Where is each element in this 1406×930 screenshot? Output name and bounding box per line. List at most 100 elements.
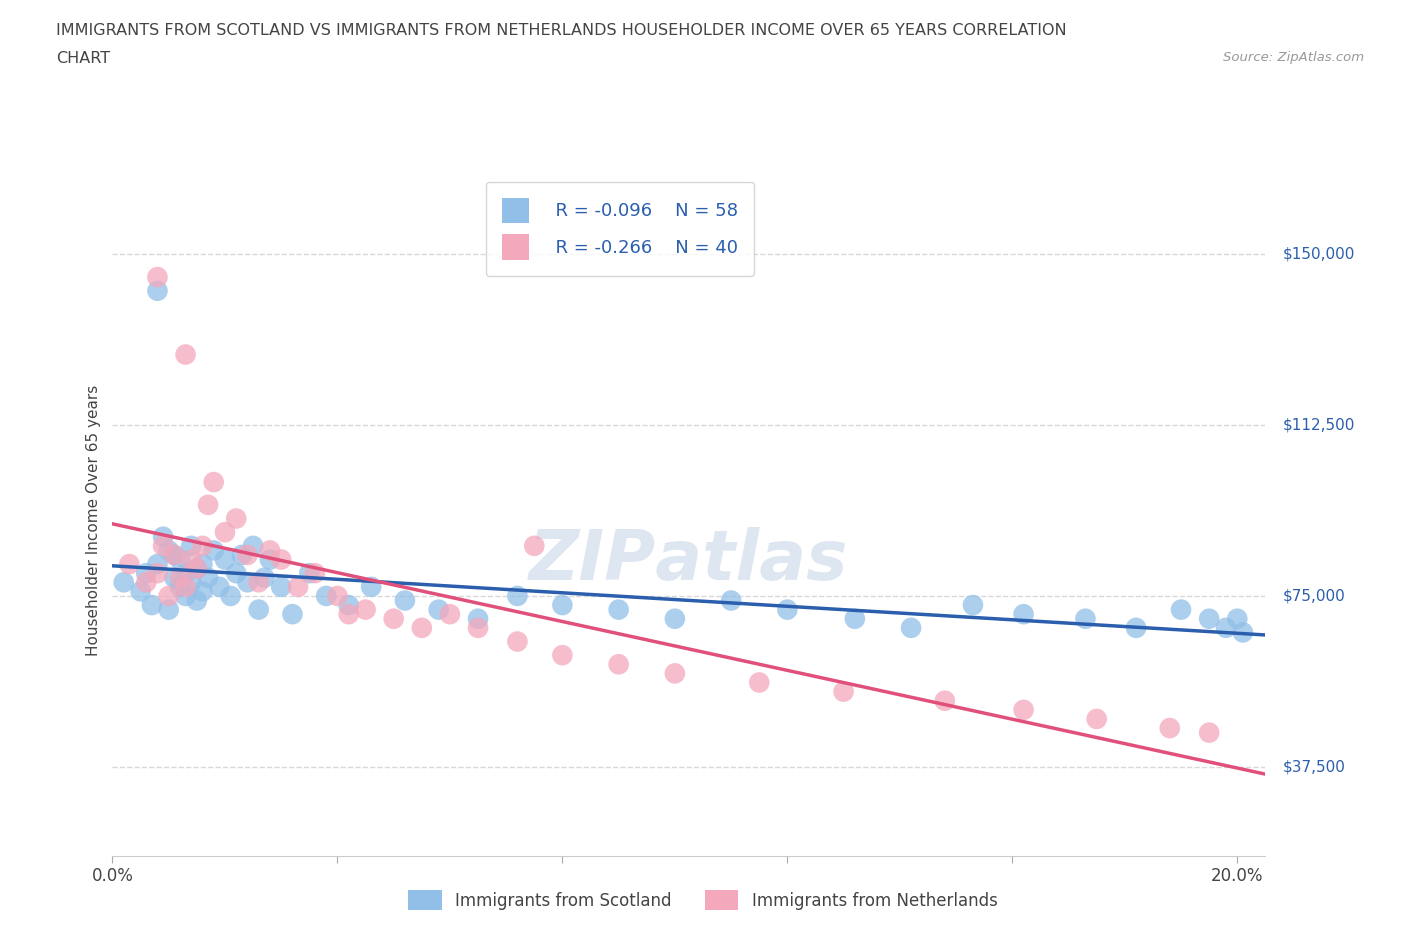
- Point: [337, 598, 360, 613]
- Point: [214, 525, 236, 539]
- Point: [607, 657, 630, 671]
- Point: [225, 512, 247, 526]
- Point: [163, 548, 186, 563]
- Point: [191, 538, 214, 553]
- Point: [141, 598, 163, 613]
- Point: [506, 589, 529, 604]
- Y-axis label: Householder Income Over 65 years: Householder Income Over 65 years: [86, 385, 101, 657]
- Point: [439, 606, 461, 621]
- Point: [112, 575, 135, 590]
- Point: [146, 284, 169, 299]
- Point: [180, 552, 202, 567]
- Point: [270, 579, 292, 594]
- Point: [1012, 606, 1035, 621]
- Point: [174, 565, 197, 580]
- Point: [832, 684, 855, 699]
- Text: $75,000: $75,000: [1282, 589, 1346, 604]
- Point: [1074, 611, 1097, 626]
- Point: [720, 593, 742, 608]
- Point: [551, 647, 574, 662]
- Point: [1198, 611, 1220, 626]
- Point: [152, 529, 174, 544]
- Point: [270, 552, 292, 567]
- Point: [748, 675, 770, 690]
- Point: [225, 565, 247, 580]
- Point: [146, 557, 169, 572]
- Point: [467, 620, 489, 635]
- Point: [382, 611, 405, 626]
- Text: IMMIGRANTS FROM SCOTLAND VS IMMIGRANTS FROM NETHERLANDS HOUSEHOLDER INCOME OVER : IMMIGRANTS FROM SCOTLAND VS IMMIGRANTS F…: [56, 23, 1067, 38]
- Point: [186, 561, 208, 576]
- Point: [523, 538, 546, 553]
- Point: [157, 543, 180, 558]
- Point: [202, 474, 225, 489]
- Text: ZIP​atlas: ZIP​atlas: [529, 527, 849, 594]
- Point: [900, 620, 922, 635]
- Point: [118, 557, 141, 572]
- Point: [191, 557, 214, 572]
- Point: [551, 598, 574, 613]
- Point: [411, 620, 433, 635]
- Point: [163, 548, 186, 563]
- Point: [337, 606, 360, 621]
- Point: [962, 598, 984, 613]
- Point: [236, 575, 259, 590]
- Point: [146, 565, 169, 580]
- Point: [163, 570, 186, 585]
- Point: [259, 543, 281, 558]
- Point: [186, 561, 208, 576]
- Point: [236, 548, 259, 563]
- Point: [180, 575, 202, 590]
- Point: [169, 579, 191, 594]
- Point: [427, 603, 450, 618]
- Point: [1012, 702, 1035, 717]
- Point: [1170, 603, 1192, 618]
- Legend:   R = -0.096    N = 58,   R = -0.266    N = 40: R = -0.096 N = 58, R = -0.266 N = 40: [485, 181, 754, 276]
- Point: [180, 538, 202, 553]
- Legend: Immigrants from Scotland, Immigrants from Netherlands: Immigrants from Scotland, Immigrants fro…: [402, 884, 1004, 917]
- Point: [1232, 625, 1254, 640]
- Point: [197, 570, 219, 585]
- Point: [129, 584, 152, 599]
- Point: [354, 603, 377, 618]
- Point: [247, 575, 270, 590]
- Point: [169, 552, 191, 567]
- Point: [360, 579, 382, 594]
- Point: [298, 565, 321, 580]
- Text: $150,000: $150,000: [1282, 246, 1354, 262]
- Point: [1085, 711, 1108, 726]
- Point: [315, 589, 337, 604]
- Point: [506, 634, 529, 649]
- Point: [776, 603, 799, 618]
- Point: [259, 552, 281, 567]
- Point: [208, 579, 231, 594]
- Point: [231, 548, 253, 563]
- Point: [1198, 725, 1220, 740]
- Point: [664, 666, 686, 681]
- Point: [157, 603, 180, 618]
- Point: [281, 606, 304, 621]
- Point: [664, 611, 686, 626]
- Point: [174, 347, 197, 362]
- Point: [253, 570, 276, 585]
- Point: [326, 589, 349, 604]
- Point: [304, 565, 326, 580]
- Point: [157, 589, 180, 604]
- Text: Source: ZipAtlas.com: Source: ZipAtlas.com: [1223, 51, 1364, 64]
- Point: [152, 538, 174, 553]
- Point: [1226, 611, 1249, 626]
- Point: [1215, 620, 1237, 635]
- Text: CHART: CHART: [56, 51, 110, 66]
- Text: $112,500: $112,500: [1282, 418, 1354, 432]
- Point: [394, 593, 416, 608]
- Point: [242, 538, 264, 553]
- Point: [219, 589, 242, 604]
- Point: [169, 570, 191, 585]
- Point: [174, 589, 197, 604]
- Point: [214, 552, 236, 567]
- Point: [191, 584, 214, 599]
- Point: [146, 270, 169, 285]
- Point: [607, 603, 630, 618]
- Point: [202, 543, 225, 558]
- Text: $37,500: $37,500: [1282, 759, 1346, 775]
